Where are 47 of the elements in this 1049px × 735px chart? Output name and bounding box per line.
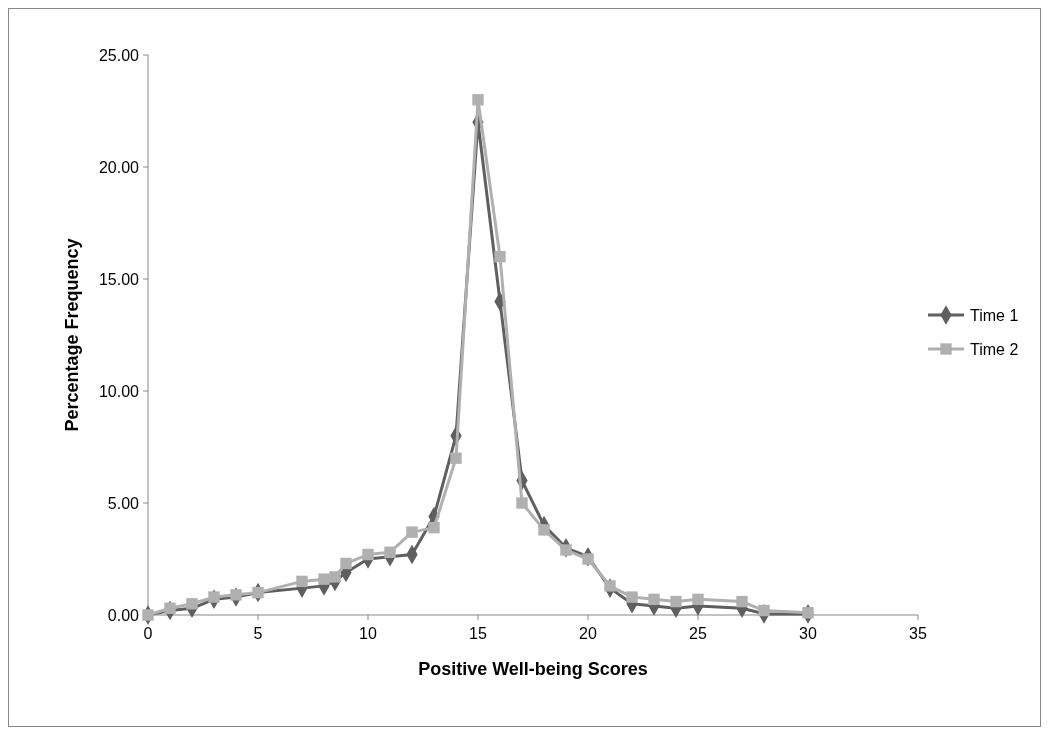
x-axis-title: Positive Well-being Scores — [418, 659, 648, 679]
point — [252, 586, 264, 599]
point — [329, 571, 341, 583]
x-tick-label: 20 — [579, 625, 597, 642]
x-tick-label: 10 — [359, 625, 377, 642]
point — [626, 591, 638, 603]
point — [164, 602, 176, 614]
point — [230, 589, 242, 601]
x-tick-label: 25 — [689, 625, 707, 642]
point — [318, 573, 330, 585]
point — [516, 497, 528, 509]
x-tick-label: 35 — [909, 625, 927, 642]
point — [582, 553, 594, 565]
point — [538, 524, 550, 536]
x-tick-label: 30 — [799, 625, 817, 642]
point — [494, 250, 506, 263]
point — [802, 607, 814, 619]
point — [758, 604, 770, 617]
point — [648, 593, 660, 606]
y-tick-label: 20.00 — [98, 158, 140, 176]
point — [186, 598, 198, 610]
point — [604, 580, 616, 592]
legend-label: Time 1 — [970, 306, 1019, 324]
x-tick-label: 15 — [469, 625, 487, 642]
point — [406, 526, 418, 538]
point — [560, 544, 572, 556]
y-tick-label: 15.00 — [98, 270, 140, 288]
point — [692, 593, 704, 606]
point — [736, 595, 748, 608]
y-tick-label: 10.00 — [98, 382, 140, 400]
point — [384, 546, 396, 558]
point — [208, 591, 220, 603]
point — [340, 557, 352, 570]
point — [428, 521, 440, 534]
y-tick-label: 5.00 — [107, 494, 140, 512]
y-tick-label: 0.00 — [107, 606, 140, 624]
point — [472, 94, 484, 106]
y-tick-label: 25.00 — [98, 46, 140, 64]
point — [450, 452, 462, 464]
legend-label: Time 2 — [970, 340, 1019, 358]
y-axis-title: Percentage Frequency — [62, 238, 82, 432]
x-tick-label: 0 — [143, 625, 153, 642]
x-tick-label: 5 — [253, 625, 263, 642]
point — [362, 548, 374, 561]
point — [670, 595, 682, 608]
point — [296, 575, 308, 588]
point — [142, 609, 154, 621]
